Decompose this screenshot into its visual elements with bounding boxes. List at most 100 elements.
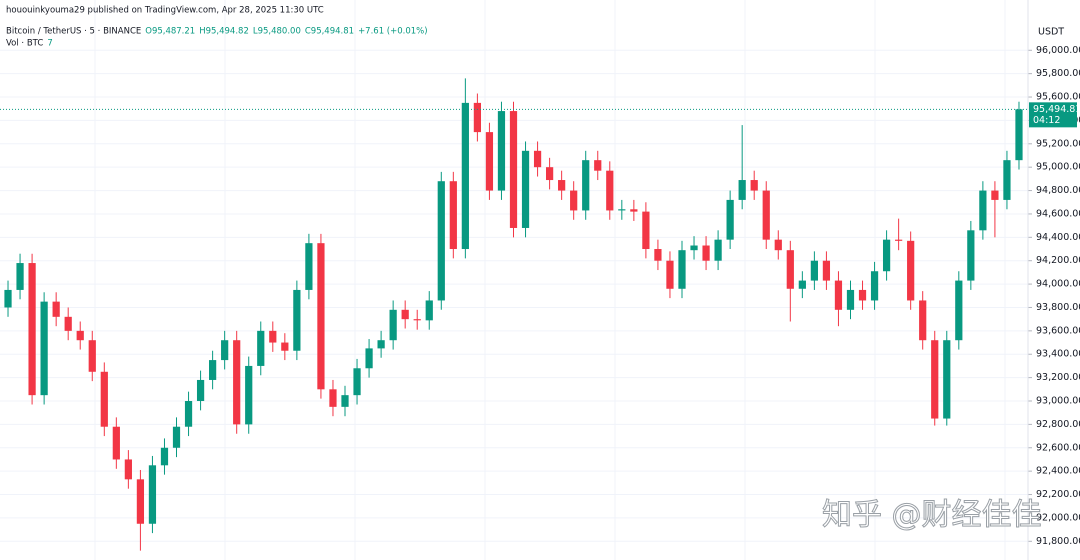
- candle-body: [221, 340, 229, 361]
- candle-body: [437, 181, 445, 301]
- candle-body: [991, 190, 999, 200]
- candle-body: [750, 180, 758, 191]
- candle-body: [377, 340, 385, 349]
- candle-body: [702, 245, 710, 261]
- y-tick-label: 95,600.00: [1036, 92, 1080, 103]
- candle-body: [606, 170, 614, 211]
- y-tick-label: 92,200.00: [1036, 489, 1080, 500]
- candle-body: [714, 239, 722, 261]
- candle-body: [558, 180, 566, 191]
- candles: [0, 78, 1028, 551]
- candle-body: [16, 263, 24, 290]
- y-tick-label: 93,600.00: [1036, 325, 1080, 336]
- candle-body: [678, 250, 686, 289]
- candle-body: [160, 447, 169, 466]
- last-price-box: [1029, 102, 1077, 128]
- candle-body: [64, 316, 72, 331]
- candle-body: [762, 190, 770, 240]
- candle-body: [654, 249, 662, 261]
- candle-body: [4, 289, 12, 308]
- symbol-title: Bitcoin / TetherUS · 5 · BINANCE: [6, 27, 141, 37]
- ohlc-item: C95,494.81: [305, 27, 354, 37]
- y-tick-label: 94,200.00: [1036, 255, 1080, 266]
- candle-body: [738, 180, 746, 200]
- candle-body: [931, 340, 939, 419]
- candle-body: [979, 190, 987, 231]
- candle-body: [967, 230, 975, 281]
- candle-body: [509, 111, 518, 228]
- candle-body: [28, 263, 36, 396]
- y-tick-label: 91,800.00: [1036, 536, 1080, 547]
- candle-body: [870, 271, 879, 301]
- candle-body: [257, 330, 265, 366]
- candle-body: [521, 150, 530, 228]
- candle-body: [545, 167, 554, 181]
- candle-body: [726, 199, 734, 240]
- countdown: 04:12: [1033, 115, 1060, 126]
- y-tick-label: 94,400.00: [1036, 232, 1080, 243]
- candle-body: [401, 309, 409, 320]
- candle-body: [184, 401, 193, 427]
- candle-body: [473, 102, 482, 133]
- candle-body: [76, 330, 84, 341]
- ohlc-item: +7.61 (+0.01%): [358, 27, 428, 37]
- y-tick-label: 94,600.00: [1036, 208, 1080, 219]
- candle-body: [955, 280, 963, 341]
- y-tick-label: 95,800.00: [1036, 68, 1080, 79]
- candle-body: [882, 239, 891, 272]
- ohlc-item: H95,494.82: [199, 27, 249, 37]
- ohlc-item: L95,480.00: [253, 27, 301, 37]
- candle-body: [1003, 160, 1011, 200]
- candle-body: [895, 239, 903, 241]
- candle-body: [269, 330, 277, 343]
- currency-label: USDT: [1038, 27, 1064, 38]
- candle-body: [834, 280, 843, 310]
- candle-body: [112, 426, 120, 460]
- candle-body: [40, 301, 48, 396]
- candle-body: [353, 368, 361, 396]
- y-tick-label: 93,000.00: [1036, 396, 1080, 407]
- y-tick-label: 96,000.00: [1036, 45, 1080, 56]
- candle-body: [497, 111, 506, 191]
- candle-body: [172, 426, 181, 448]
- candle-body: [209, 360, 217, 380]
- y-tick-label: 95,000.00: [1036, 162, 1080, 173]
- candle-body: [846, 289, 855, 310]
- y-tick-label: 92,400.00: [1036, 466, 1080, 477]
- candle-body: [786, 250, 794, 289]
- candle-body: [413, 319, 421, 321]
- volume-legend: Vol · BTC: [6, 39, 43, 49]
- candle-body: [690, 245, 698, 251]
- candle-body: [449, 181, 457, 250]
- candle-body: [52, 301, 60, 317]
- candle-body: [822, 260, 831, 281]
- y-tick-label: 94,800.00: [1036, 185, 1080, 196]
- candle-body: [100, 371, 108, 427]
- y-tick-label: 92,800.00: [1036, 419, 1080, 430]
- candle-body: [618, 209, 626, 211]
- candle-body: [582, 160, 590, 211]
- candle-body: [124, 459, 132, 480]
- volume-value: 7: [47, 39, 52, 49]
- publisher: hououinkyouma29 published on TradingView…: [6, 6, 324, 16]
- y-tick-label: 93,200.00: [1036, 372, 1080, 383]
- candle-body: [88, 340, 96, 372]
- candle-body: [461, 102, 469, 250]
- candle-body: [293, 289, 301, 351]
- candle-body: [485, 132, 494, 191]
- candle-body: [329, 389, 337, 407]
- candle-body: [196, 379, 205, 402]
- watermark: 知乎 @财经佳佳: [822, 498, 1042, 533]
- candle-body: [533, 150, 542, 168]
- candle-body: [389, 309, 397, 341]
- candle-body: [810, 260, 818, 281]
- y-tick-label: 95,200.00: [1036, 138, 1080, 149]
- y-tick-label: 93,800.00: [1036, 302, 1080, 313]
- candle-body: [365, 348, 373, 369]
- ohlc-item: O95,487.21: [145, 27, 195, 37]
- candle-body: [798, 280, 806, 289]
- candle-body: [136, 479, 145, 524]
